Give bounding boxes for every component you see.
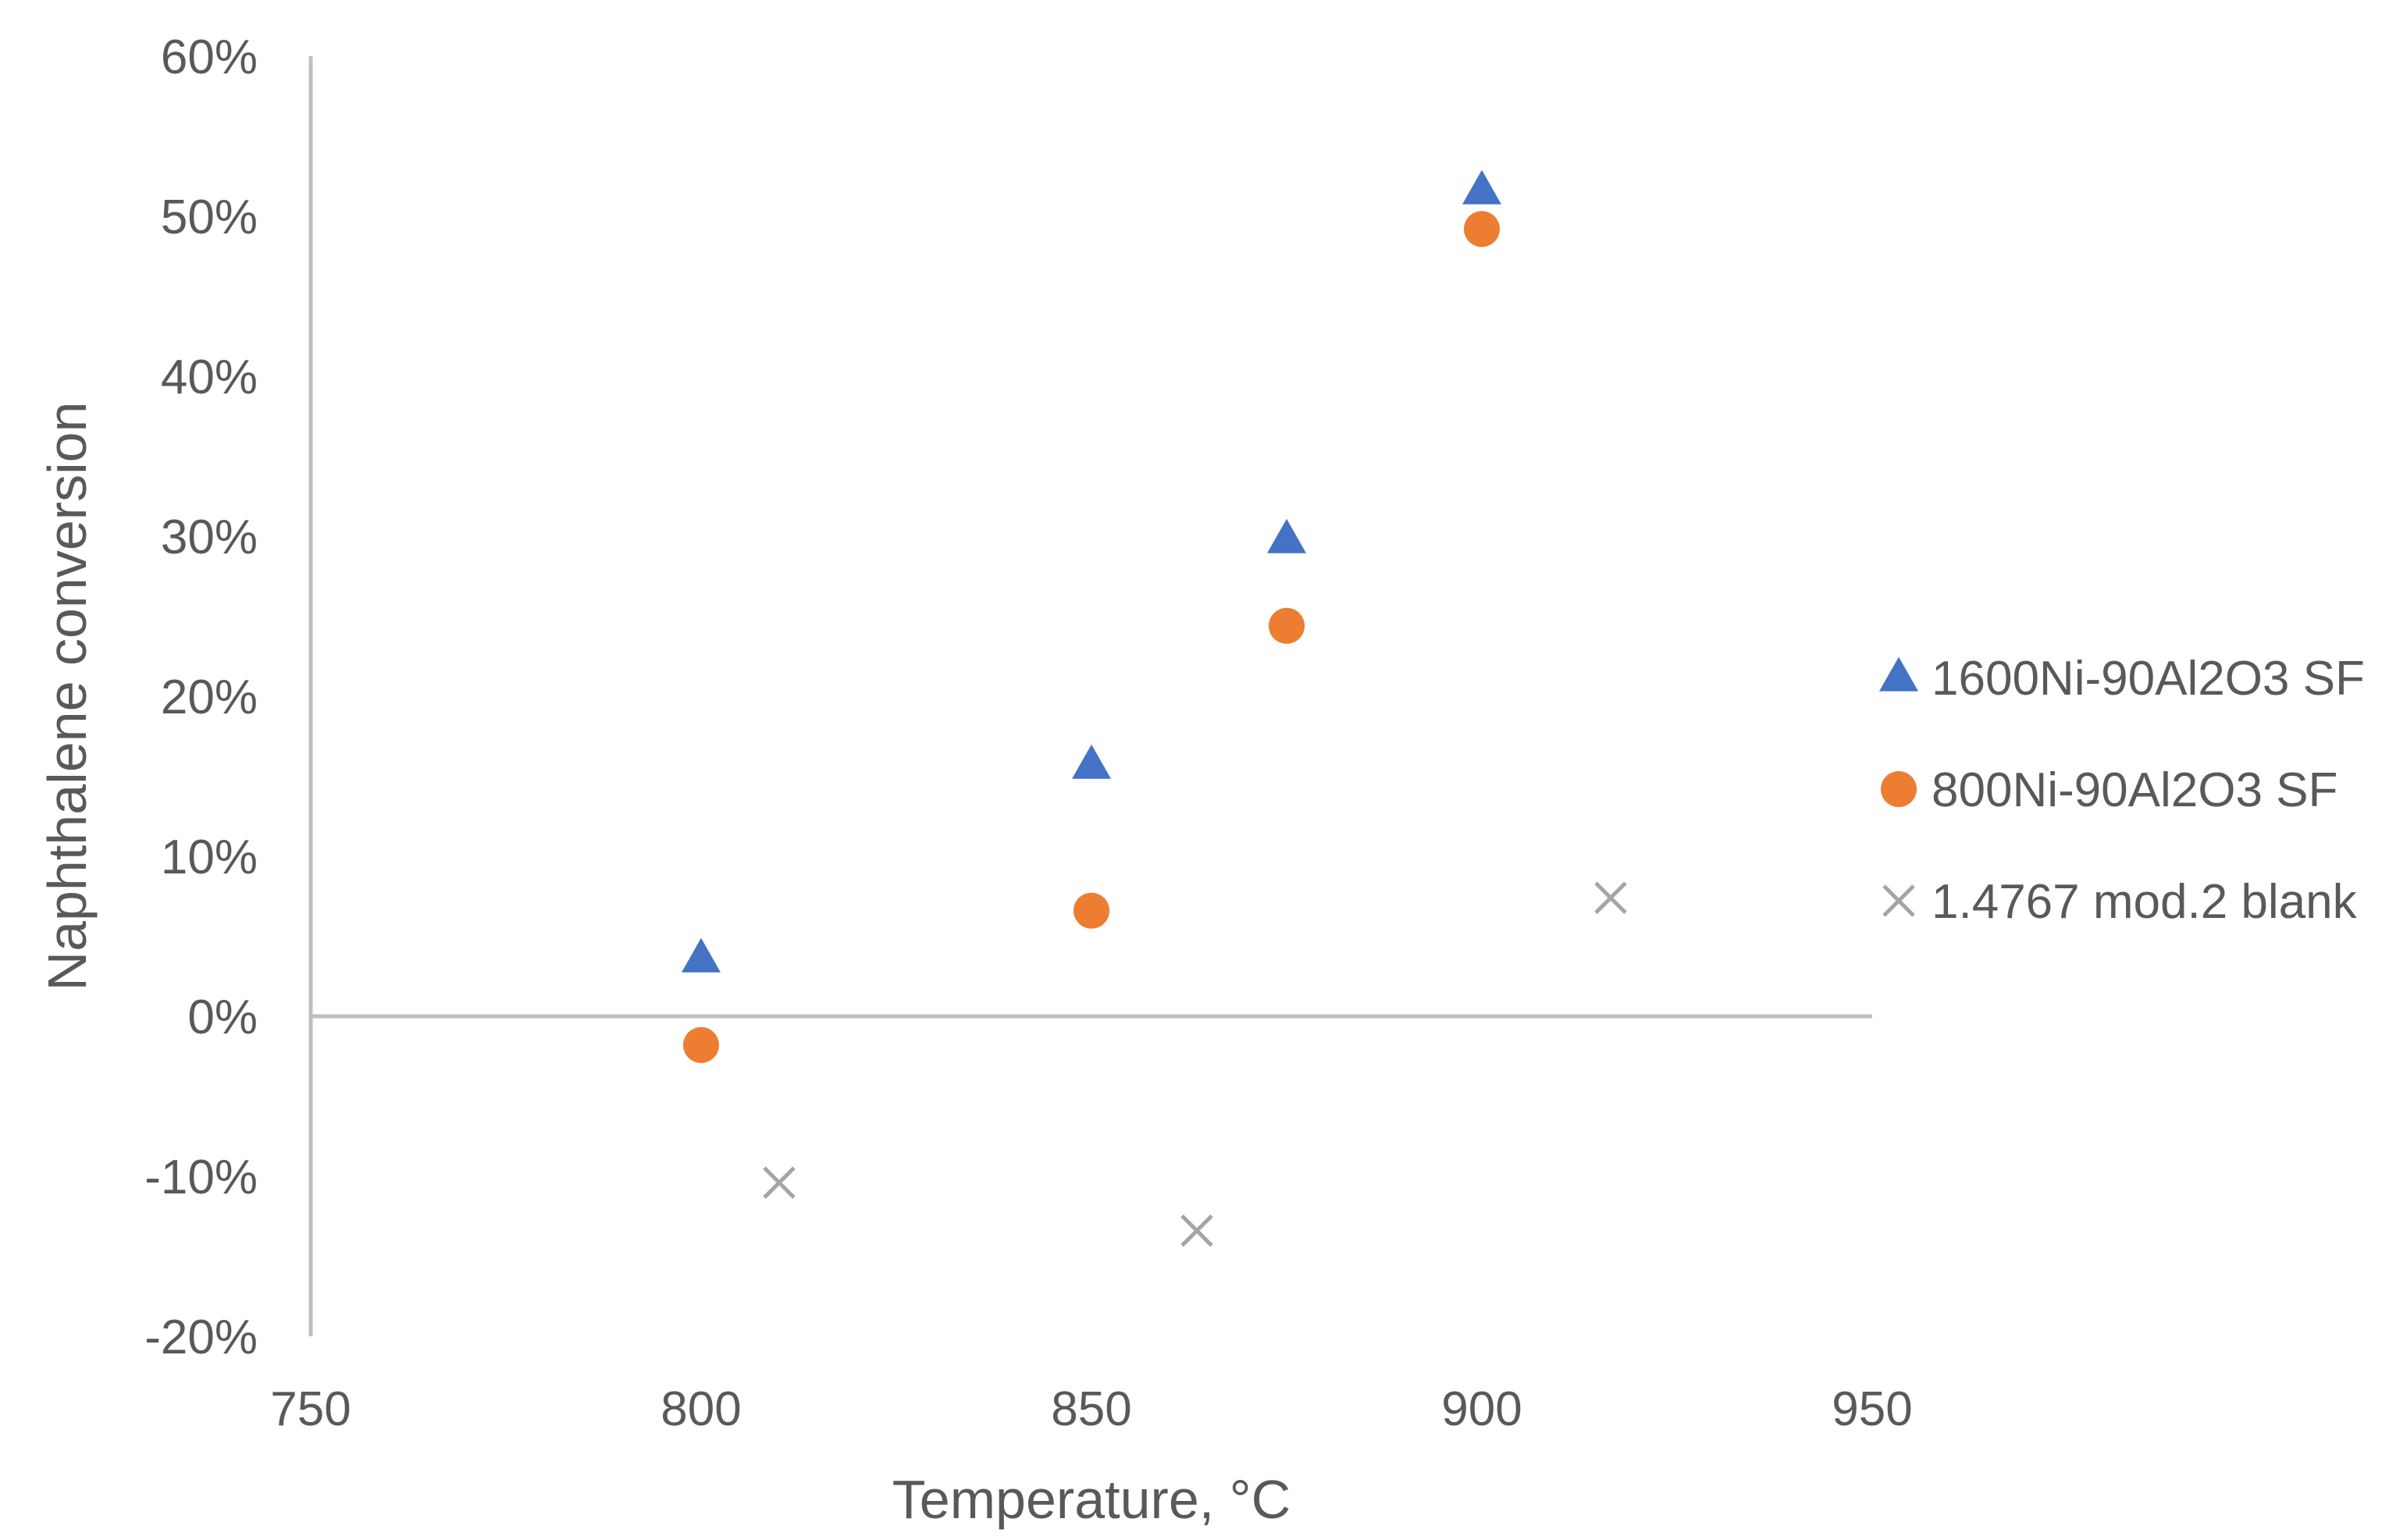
series-2 [683, 211, 1500, 1063]
data-point [1269, 607, 1305, 644]
data-point [1267, 518, 1306, 553]
data-point [763, 1166, 796, 1199]
legend-item: 1.4767 mod.2 blank [1882, 875, 2358, 929]
legend-item: 800Ni-90Al2O3 SF [1881, 763, 2338, 817]
y-tick-label: 60% [161, 30, 258, 84]
y-axis: 60% 50% 40% 30% 20% 10% 0% -10% -20% [144, 30, 313, 1364]
y-tick-label: 20% [161, 670, 258, 724]
y-axis-title: Naphthalene conversion [37, 402, 98, 991]
data-point [1594, 881, 1627, 915]
legend-marker [1879, 656, 1918, 692]
data-point [683, 1026, 719, 1063]
data-point [1180, 1214, 1213, 1247]
legend-marker [1881, 771, 1917, 807]
y-tick-label: 40% [161, 350, 258, 404]
x-axis-title: Temperature, °C [892, 1469, 1291, 1530]
legend-item: 1600Ni-90Al2O3 SF [1879, 652, 2365, 706]
data-point [682, 937, 721, 973]
legend-label: 1.4767 mod.2 blank [1932, 875, 2358, 929]
legend: 1600Ni-90Al2O3 SF 800Ni-90Al2O3 SF 1.4767 … [1879, 652, 2365, 929]
data-point [1462, 169, 1501, 205]
x-tick-label: 950 [1832, 1382, 1912, 1436]
x-axis: 750 800 850 900 950 [270, 1014, 1913, 1436]
legend-marker [1882, 884, 1915, 917]
y-tick-label: -20% [144, 1311, 258, 1364]
x-tick-label: 900 [1441, 1382, 1522, 1436]
data-point [1074, 892, 1109, 929]
x-tick-label: 850 [1051, 1382, 1131, 1436]
series-1 [682, 169, 1501, 973]
series-3 [763, 881, 1627, 1247]
x-tick-label: 750 [270, 1382, 351, 1436]
x-tick-label: 800 [661, 1382, 741, 1436]
y-tick-label: 10% [161, 830, 258, 884]
y-tick-label: 30% [161, 510, 258, 564]
data-point [1464, 211, 1500, 247]
y-tick-label: -10% [144, 1151, 258, 1204]
plot-area [682, 169, 1627, 1247]
legend-label: 1600Ni-90Al2O3 SF [1932, 652, 2365, 706]
y-tick-label: 50% [161, 190, 258, 244]
data-point [1072, 744, 1111, 779]
legend-label: 800Ni-90Al2O3 SF [1932, 763, 2338, 817]
y-tick-label: 0% [187, 991, 258, 1044]
